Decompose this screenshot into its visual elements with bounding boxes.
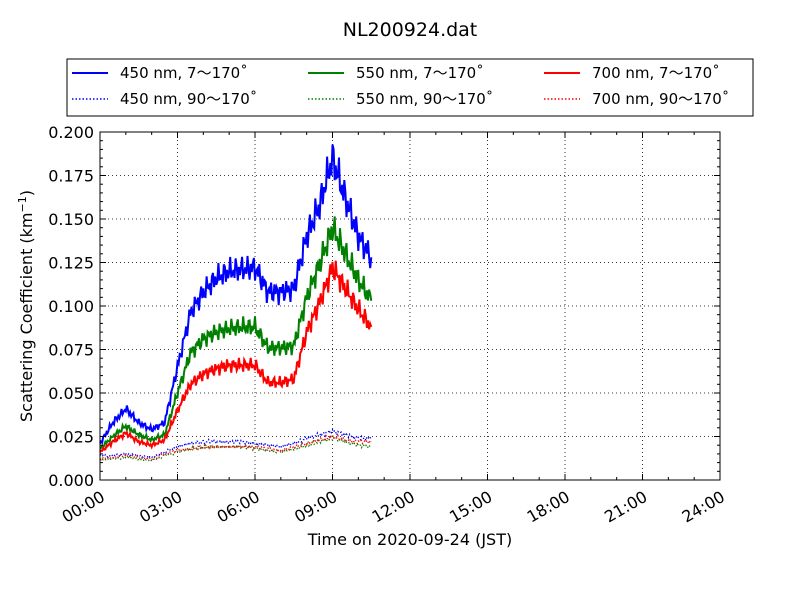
y-axis-title: Scattering Coefficient (km−1) bbox=[16, 190, 36, 422]
legend-label: 550 nm, 90～170˚ bbox=[356, 90, 493, 108]
y-tick-label: 0.175 bbox=[48, 167, 94, 186]
series-layer bbox=[99, 144, 373, 463]
legend-frame bbox=[66, 58, 754, 117]
y-axis-title-main: Scattering Coefficient (km bbox=[17, 212, 36, 422]
ticks: 00:00 03:00 06:00 09:00 12:00 15:00 18:00 21:00… bbox=[48, 123, 728, 527]
y-axis-title-sup: −1 bbox=[16, 196, 29, 212]
legend-label: 700 nm, 90～170˚ bbox=[592, 90, 729, 108]
y-axis-title-end: ) bbox=[17, 190, 36, 196]
series-line bbox=[99, 433, 372, 461]
y-tick-label: 0.000 bbox=[48, 471, 94, 490]
series-line bbox=[99, 435, 372, 463]
y-tick-label: 0.025 bbox=[48, 428, 94, 447]
legend-label: 450 nm, 7～170˚ bbox=[120, 64, 248, 82]
legend-label: 450 nm, 90～170˚ bbox=[120, 90, 257, 108]
legend-label: 550 nm, 7～170˚ bbox=[356, 64, 484, 82]
series-line bbox=[99, 260, 373, 453]
y-tick-label: 0.200 bbox=[48, 123, 94, 142]
x-axis-title: Time on 2020-09-24 (JST) bbox=[307, 530, 512, 549]
series-line bbox=[99, 216, 373, 451]
legend: 450 nm, 7～170˚ 550 nm, 7～170˚ 700 nm, 7～17… bbox=[66, 58, 754, 117]
y-tick-label: 0.050 bbox=[48, 384, 94, 403]
chart-title: NL200924.dat bbox=[343, 19, 478, 41]
grid bbox=[100, 132, 720, 480]
series-line bbox=[99, 144, 373, 445]
y-tick-label: 0.100 bbox=[48, 297, 94, 316]
y-tick-label: 0.075 bbox=[48, 341, 94, 360]
series-line bbox=[99, 428, 372, 460]
y-tick-label: 0.125 bbox=[48, 254, 94, 273]
y-tick-label: 0.150 bbox=[48, 210, 94, 229]
legend-label: 700 nm, 7～170˚ bbox=[592, 64, 720, 82]
